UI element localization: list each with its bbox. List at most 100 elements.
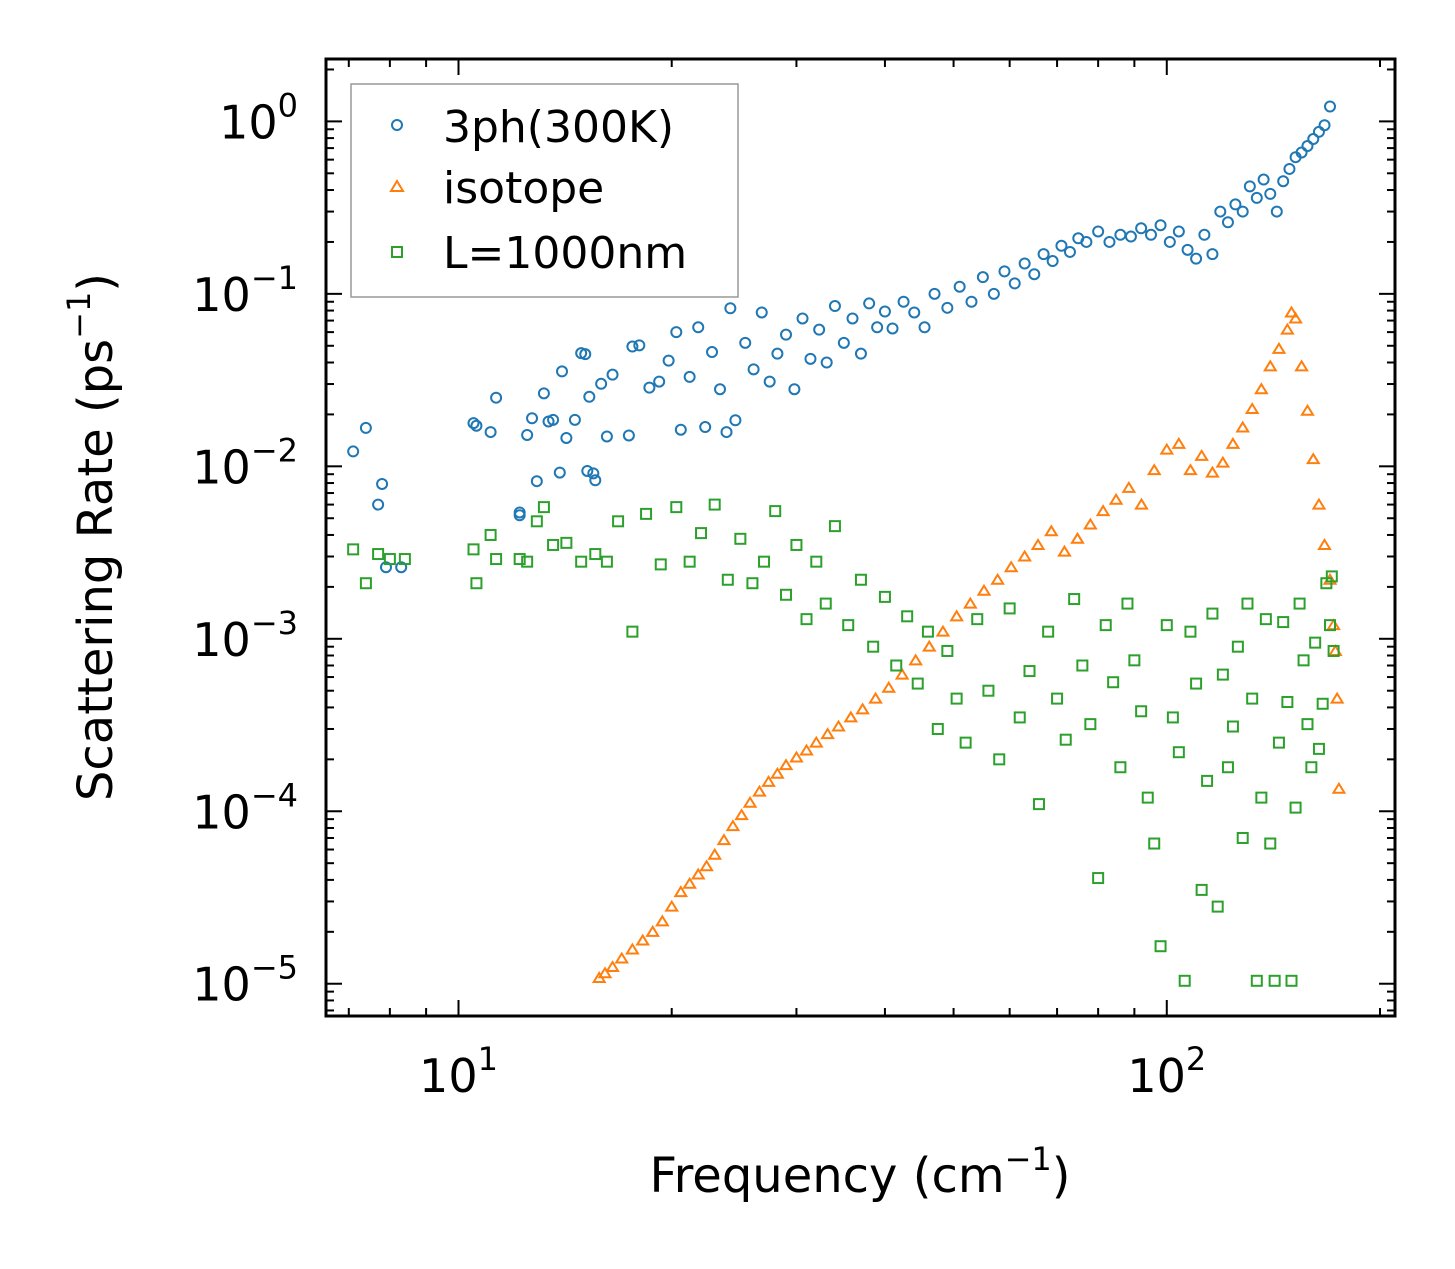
data-point-square — [1178, 974, 1191, 987]
data-point-circle — [1028, 268, 1041, 281]
legend-entry-3ph: 3ph(300K) — [391, 102, 674, 153]
data-point-square — [1084, 718, 1097, 731]
data-point-triangle — [1159, 442, 1175, 455]
data-point-circle — [1236, 205, 1249, 218]
data-point-circle — [1080, 235, 1093, 248]
data-point-triangle — [614, 951, 630, 964]
data-point-triangle — [673, 885, 689, 898]
data-point-circle — [1270, 205, 1283, 218]
data-point-square — [1114, 761, 1127, 774]
data-point-circle — [928, 287, 941, 300]
data-point-circle — [1063, 245, 1076, 258]
data-point-circle — [871, 321, 884, 334]
data-point-circle — [897, 295, 910, 308]
data-point-triangle — [1244, 402, 1260, 414]
data-point-circle — [556, 365, 569, 378]
data-point-square — [1148, 837, 1161, 850]
data-point-circle — [1283, 162, 1296, 175]
data-point-square — [347, 543, 360, 556]
data-point-square — [560, 536, 573, 549]
data-point-circle — [1172, 225, 1185, 238]
data-point-square — [921, 625, 934, 638]
data-point-square — [1281, 696, 1294, 709]
data-point-square — [800, 613, 813, 626]
data-point-square — [901, 610, 914, 623]
data-point-circle — [347, 445, 360, 458]
y-tick-label: 10−3 — [192, 604, 298, 667]
data-point-triangle — [1095, 504, 1111, 517]
data-point-triangle — [716, 833, 732, 846]
data-point-square — [640, 507, 653, 520]
data-point-square — [1003, 602, 1016, 615]
legend-label-3ph: 3ph(300K) — [443, 102, 674, 153]
data-point-circle — [653, 375, 666, 388]
data-point-square — [708, 498, 721, 511]
data-point-circle — [1257, 173, 1270, 186]
data-point-square — [1032, 798, 1045, 811]
data-point-circle — [470, 419, 483, 432]
data-point-circle — [863, 297, 876, 310]
x-tick-label: 101 — [419, 1040, 498, 1103]
data-point-circle — [699, 421, 712, 434]
x-tick-label: 102 — [1127, 1040, 1206, 1103]
data-point-triangle — [1225, 436, 1241, 449]
data-point-square — [1160, 619, 1173, 632]
data-point-circle — [530, 475, 543, 488]
data-point-square — [654, 558, 667, 571]
data-point-circle — [1264, 187, 1277, 200]
data-point-square — [1264, 837, 1277, 850]
data-point-circle — [359, 421, 372, 434]
data-point-circle — [1295, 146, 1308, 159]
data-point-circle — [595, 377, 608, 390]
data-point-square — [1297, 654, 1310, 667]
data-point-circle — [521, 428, 534, 441]
data-point-triangle — [1215, 455, 1231, 468]
data-point-triangle — [908, 653, 923, 666]
data-point-triangle — [1326, 618, 1341, 631]
data-point-square — [911, 677, 924, 690]
data-point-square — [1051, 692, 1064, 705]
data-point-triangle — [935, 624, 951, 637]
data-point-triangle — [645, 924, 660, 937]
data-point-square — [1221, 761, 1234, 774]
y-tick-label: 10−2 — [192, 431, 298, 494]
data-point-square — [1059, 733, 1072, 746]
data-point-square — [521, 555, 534, 568]
data-point-circle — [706, 346, 719, 359]
data-point-triangle — [770, 766, 785, 779]
data-point-circle — [771, 347, 784, 360]
data-point-circle — [526, 412, 539, 425]
data-point-circle — [1114, 228, 1127, 241]
data-point-circle — [581, 464, 594, 477]
data-point-triangle — [1044, 524, 1059, 537]
data-point-square — [670, 501, 683, 514]
data-point-square — [626, 625, 639, 638]
data-point-circle — [1307, 133, 1320, 146]
data-point-circle — [692, 321, 705, 334]
legend-label-isotope: isotope — [443, 163, 604, 214]
data-point-circle — [796, 312, 809, 325]
data-point-triangle — [976, 583, 992, 596]
x-axis-label: Frequency (cm−1) — [649, 1140, 1070, 1204]
data-point-square — [1236, 831, 1249, 844]
data-point-circle — [643, 381, 656, 394]
data-point-square — [1013, 711, 1026, 724]
data-point-circle — [662, 354, 675, 367]
data-point-circle — [490, 391, 503, 404]
data-point-square — [575, 555, 588, 568]
data-point-triangle — [990, 572, 1005, 585]
data-point-circle — [1092, 225, 1105, 238]
plot-frame — [324, 57, 1397, 1018]
data-point-circle — [1312, 125, 1325, 138]
data-point-circle — [1301, 139, 1314, 152]
data-point-square — [1250, 974, 1263, 987]
data-point-triangle — [789, 750, 804, 763]
data-point-triangle — [1288, 311, 1303, 324]
data-point-triangle — [625, 942, 640, 955]
data-point-circle — [395, 561, 408, 574]
data-point-triangle — [742, 795, 758, 808]
data-point-square — [589, 548, 602, 561]
data-point-triangle — [881, 680, 897, 693]
data-point-circle — [553, 466, 566, 479]
